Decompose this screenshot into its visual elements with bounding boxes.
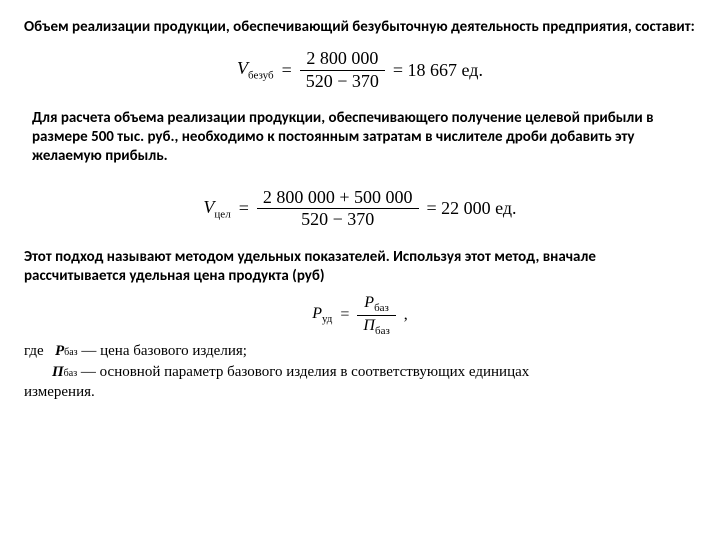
def-line3: измерения. bbox=[24, 382, 696, 402]
rhs-1: = 18 667 ед. bbox=[393, 60, 483, 81]
paragraph-target: Для расчета объема реализации продукции,… bbox=[24, 109, 696, 165]
den-1: 520 − 370 bbox=[300, 72, 385, 92]
def2-sym: П bbox=[52, 364, 64, 380]
fraction-2: 2 800 000 + 500 000 520 − 370 bbox=[257, 188, 419, 231]
formula-target: Vцел = 2 800 000 + 500 000 520 − 370 = 2… bbox=[24, 188, 696, 231]
tail-3: , bbox=[404, 306, 408, 324]
var-v1: V bbox=[237, 58, 248, 78]
def2-text: — основной параметр базового изделия в с… bbox=[77, 364, 529, 380]
rhs-2: = 22 000 ед. bbox=[427, 198, 517, 219]
sub-v1: безуб bbox=[248, 70, 274, 82]
sub-p: уд bbox=[322, 314, 332, 326]
var-p: P bbox=[312, 305, 322, 322]
equals-3: = bbox=[340, 306, 349, 324]
var-v2: V bbox=[203, 197, 214, 217]
formula-breakeven: Vбезуб = 2 800 000 520 − 370 = 18 667 ед… bbox=[24, 49, 696, 92]
definitions: где Pбаз — цена базового изделия; Пбаз —… bbox=[24, 341, 696, 402]
num-2: 2 800 000 + 500 000 bbox=[257, 188, 419, 208]
den-3: Пбаз bbox=[357, 317, 395, 337]
paragraph-intro: Объем реализации продукции, обеспечивающ… bbox=[24, 18, 696, 37]
den-2: 520 − 370 bbox=[295, 210, 380, 230]
def1-sym: P bbox=[55, 343, 64, 359]
def1-text: — цена базового изделия; bbox=[78, 343, 247, 359]
def-lead: где bbox=[24, 343, 44, 359]
fraction-3: Pбаз Пбаз bbox=[357, 294, 395, 338]
equals-2: = bbox=[239, 198, 249, 219]
def1-sub: баз bbox=[64, 347, 77, 358]
num-3: Pбаз bbox=[358, 294, 395, 314]
def2-sub: баз bbox=[64, 368, 77, 379]
paragraph-method: Этот подход называют методом удельных по… bbox=[24, 248, 696, 286]
sub-v2: цел bbox=[214, 209, 230, 221]
formula-unit-price: Pуд = Pбаз Пбаз , bbox=[24, 294, 696, 338]
num-1: 2 800 000 bbox=[300, 49, 384, 69]
fraction-1: 2 800 000 520 − 370 bbox=[300, 49, 385, 92]
equals-1: = bbox=[282, 60, 292, 81]
